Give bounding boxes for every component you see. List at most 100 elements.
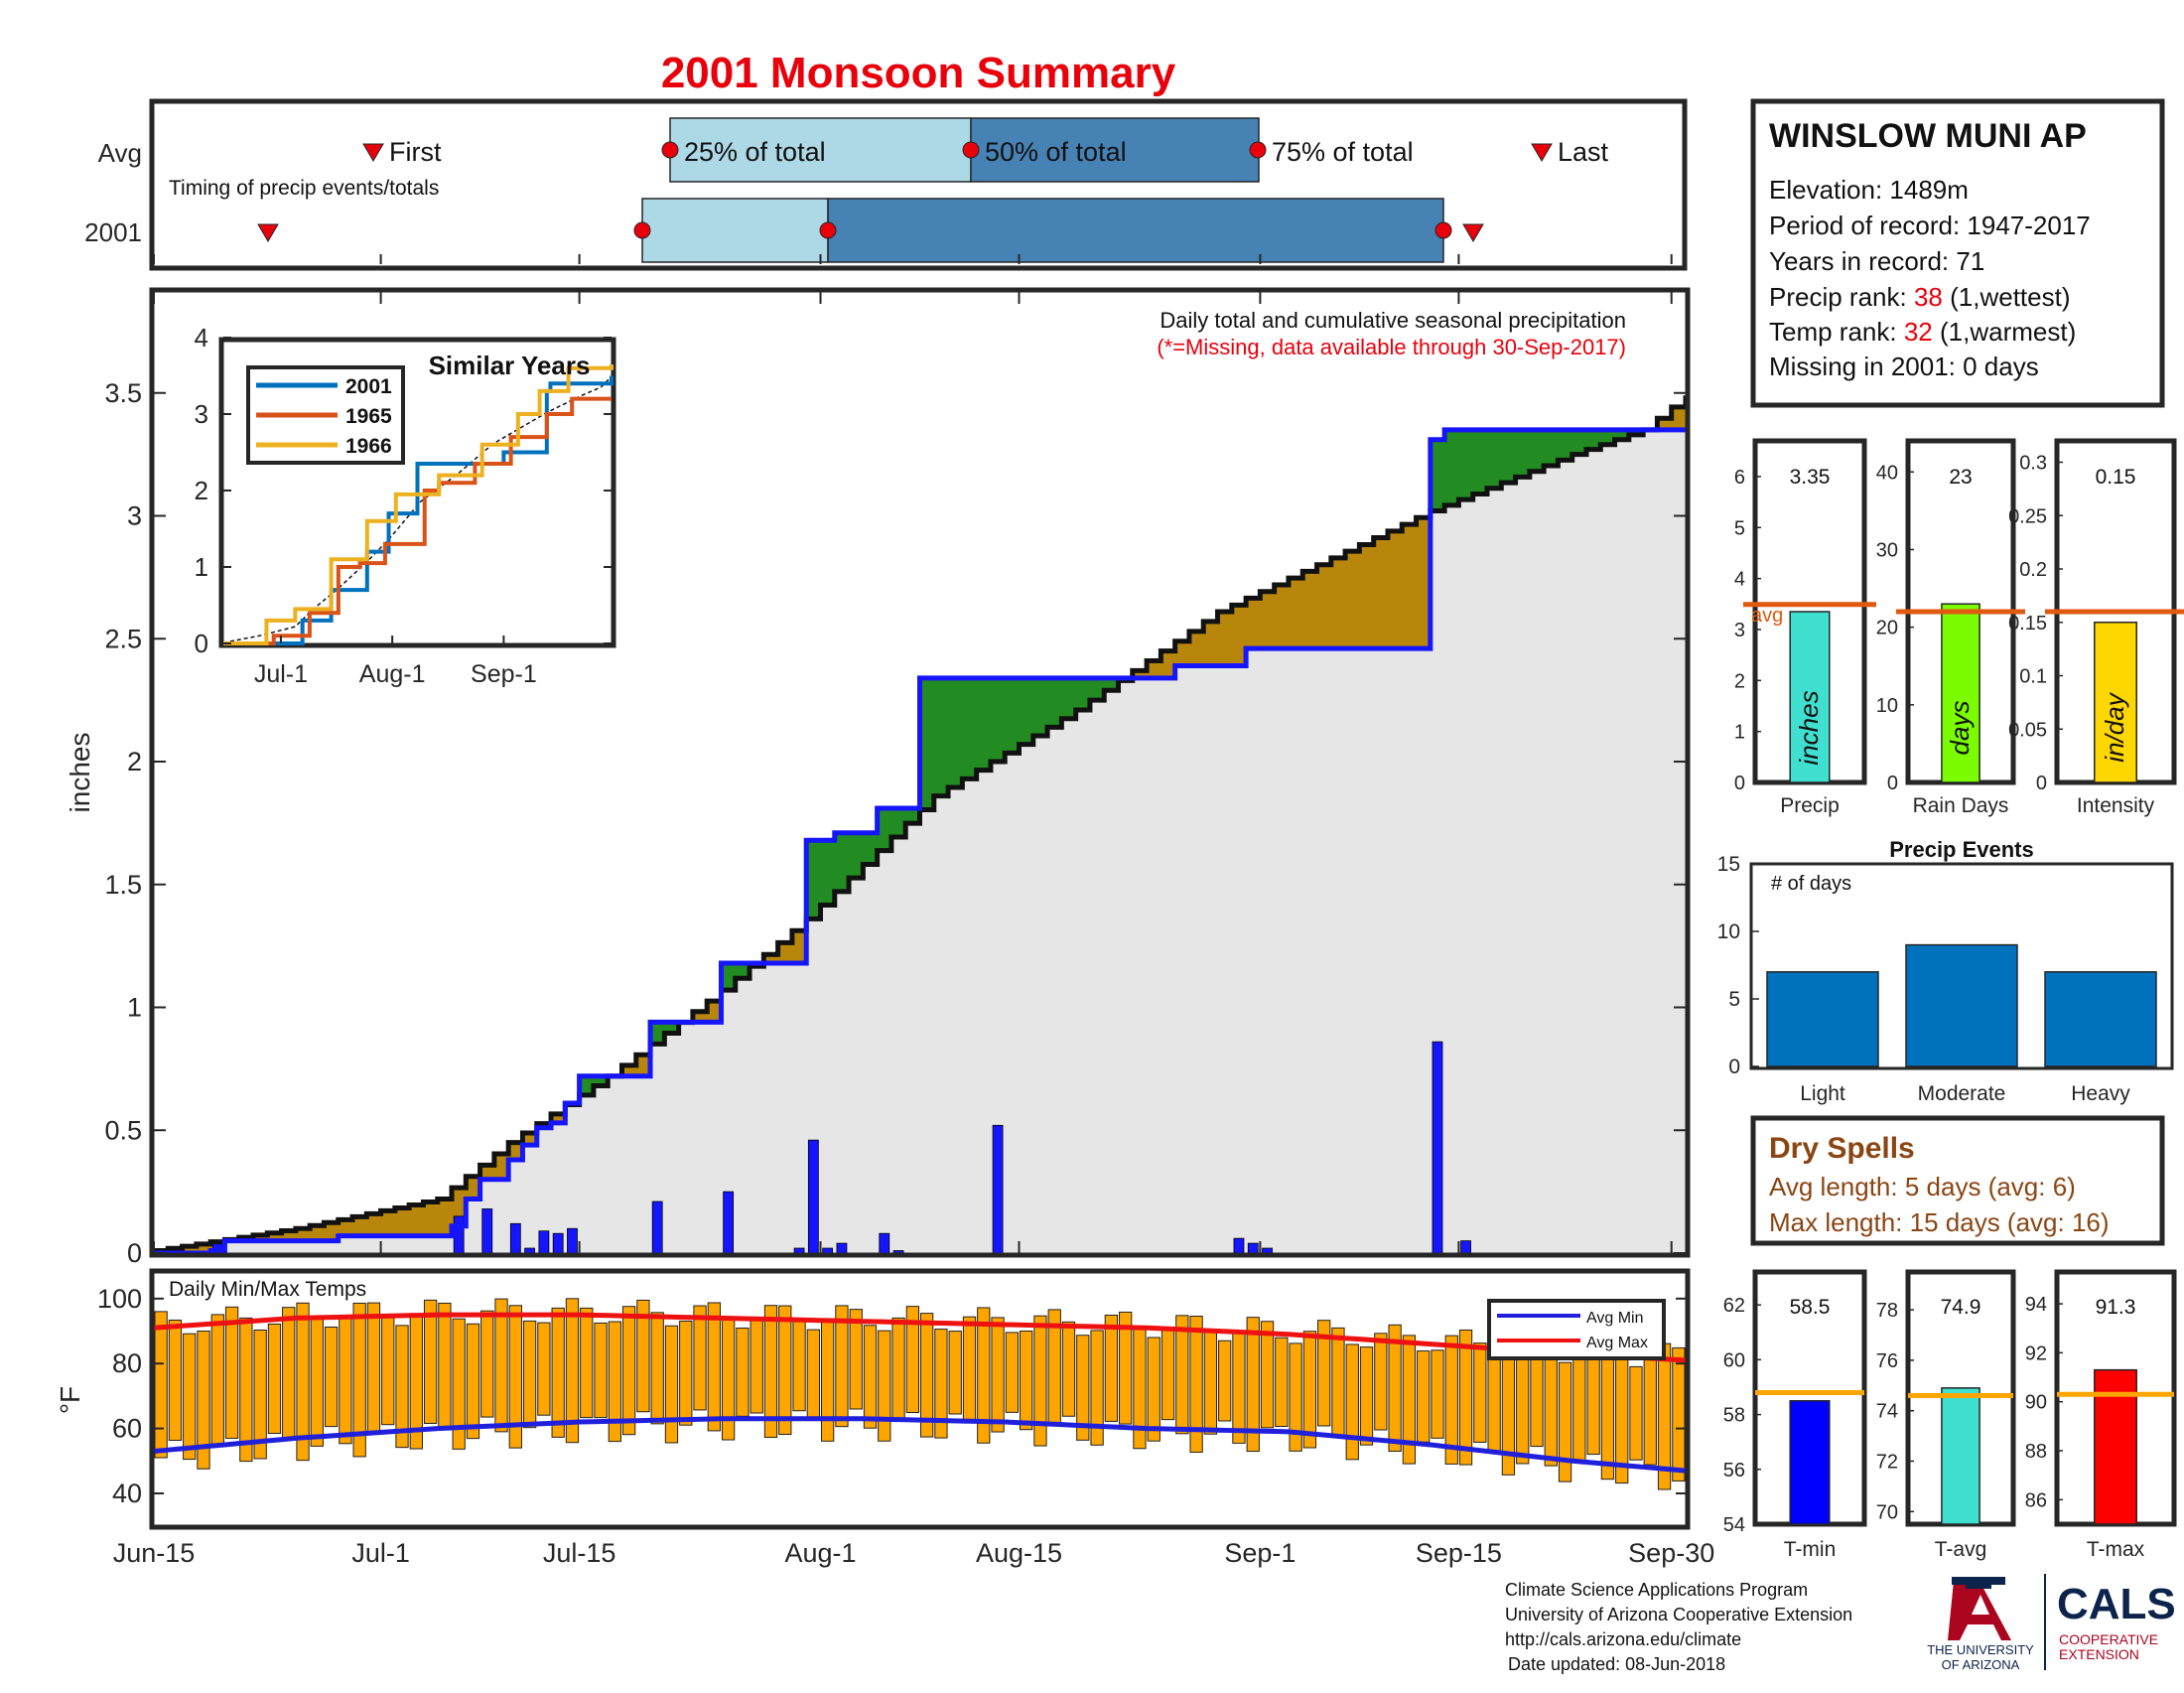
daily-temp-bar <box>1601 1341 1613 1479</box>
tmin-y-tick-label: 56 <box>1723 1460 1745 1481</box>
tmax-value: 91.3 <box>2096 1296 2136 1319</box>
daily-precip-bar <box>808 1140 818 1253</box>
below-average-area <box>1359 544 1374 648</box>
rain_days-value: 23 <box>1949 466 1972 489</box>
temp-y-tick-label: 100 <box>97 1284 142 1314</box>
station-name: WINSLOW MUNI AP <box>1769 117 2087 155</box>
daily-temp-bar <box>665 1326 677 1443</box>
tavg-y-tick-label: 76 <box>1876 1350 1898 1372</box>
intensity-y-tick-label: 0.1 <box>2019 666 2047 688</box>
inset-title: Similar Years <box>429 351 591 380</box>
daily-temp-bar <box>1474 1343 1486 1443</box>
events-category-label: Light <box>1800 1082 1845 1105</box>
below-average-area <box>1289 578 1303 648</box>
daily-temp-bar <box>751 1321 762 1413</box>
daily-temp-bar <box>1360 1347 1372 1446</box>
daily-precip-bar <box>724 1192 734 1253</box>
events-bar-moderate <box>1906 945 2017 1066</box>
precip-y-tick-label: 5 <box>1734 517 1745 539</box>
daily-temp-bar <box>779 1306 791 1434</box>
tavg-label: T-avg <box>1935 1538 1987 1561</box>
tmax-y-tick-label: 92 <box>2025 1342 2047 1364</box>
precip-y-tick-label: 1.5 <box>104 870 142 900</box>
daily-temp-bar <box>311 1317 323 1446</box>
temp-legend-label-max: Avg Max <box>1586 1335 1648 1351</box>
daily-precip-bar <box>794 1248 804 1253</box>
inset-y-tick-label: 1 <box>195 552 208 582</box>
daily-temp-bar <box>155 1312 167 1458</box>
station-years: Years in record: 71 <box>1769 246 1984 276</box>
above-average-area <box>977 678 992 771</box>
daily-temp-bar <box>1559 1362 1570 1481</box>
footer-line3: http://cals.arizona.edu/climate <box>1505 1629 1741 1649</box>
daily-temp-bar <box>1021 1331 1032 1429</box>
temp-rank-value: 32 <box>1904 317 1933 347</box>
daily-precip-bar <box>837 1243 847 1253</box>
events-bar-light <box>1767 972 1878 1066</box>
precip-y-tick-label: 6 <box>1734 467 1745 489</box>
precip-y-tick-label: 2 <box>127 747 142 776</box>
below-average-area <box>1345 551 1360 648</box>
tavg-y-tick-label: 74 <box>1876 1401 1898 1423</box>
avg-q75-label: 75% of total <box>1272 137 1414 167</box>
daily-temp-bar <box>694 1306 706 1410</box>
daily-temp-bar <box>892 1318 904 1419</box>
events-y-tick-label: 0 <box>1728 1056 1740 1078</box>
daily-temp-bar <box>1261 1322 1273 1428</box>
inset-x-tick-label: Aug-1 <box>359 660 426 688</box>
daily-precip-bar <box>1234 1238 1244 1253</box>
daily-temp-bar <box>1332 1328 1344 1438</box>
temp-y-tick-label: 60 <box>112 1414 142 1444</box>
date-tick-label: Jul-15 <box>543 1538 616 1568</box>
intensity-y-tick-label: 0 <box>2036 773 2047 794</box>
daily-temp-bar <box>1459 1331 1471 1466</box>
precip-avg-label: avg <box>1751 605 1783 627</box>
daily-temp-bar <box>622 1307 634 1435</box>
daily-temp-bar <box>325 1327 337 1426</box>
dry-spells-title: Dry Spells <box>1769 1132 1915 1165</box>
timing-row-label-avg: Avg <box>98 138 142 168</box>
avg-last-label: Last <box>1558 137 1609 167</box>
precip-y-label: inches <box>65 733 95 813</box>
inset-legend-label-1965: 1965 <box>345 405 392 428</box>
footer-line2: University of Arizona Cooperative Extens… <box>1505 1605 1852 1624</box>
temp-y-tick-label: 80 <box>112 1348 142 1378</box>
daily-temp-bar <box>1105 1315 1117 1421</box>
rain_days-y-tick-label: 40 <box>1876 462 1898 484</box>
below-average-area <box>1402 524 1417 648</box>
footer-line4: Date updated: 08-Jun-2018 <box>1508 1654 1725 1674</box>
daily-temp-bar <box>1233 1331 1245 1443</box>
events-title: Precip Events <box>1889 837 2034 862</box>
temp-y-tick-label: 40 <box>112 1479 142 1508</box>
dry-spells-panel: Dry Spells Avg length: 5 days (avg: 6) M… <box>1753 1118 2162 1243</box>
precip-plot-note: Daily total and cumulative seasonal prec… <box>1160 308 1626 333</box>
rain_days-y-tick-label: 20 <box>1876 618 1898 639</box>
ua-logo-line1: THE UNIVERSITY <box>1927 1642 2034 1657</box>
daily-temp-bar <box>1219 1340 1231 1421</box>
temp-legend-label-min: Avg Min <box>1586 1310 1644 1327</box>
tmin-bar <box>1790 1401 1830 1524</box>
daily-temp-bar <box>737 1328 749 1416</box>
avg-last-marker-icon <box>1532 144 1552 161</box>
precip-y-tick-label: 0.5 <box>104 1115 142 1145</box>
rain_days-y-tick-label: 10 <box>1876 695 1898 717</box>
precip-y-tick-label: 1 <box>127 993 142 1023</box>
below-average-area <box>1317 565 1332 648</box>
daily-precip-bar <box>567 1228 577 1253</box>
tmax-y-tick-label: 88 <box>2025 1441 2047 1463</box>
daily-temp-bar <box>268 1324 280 1433</box>
precip-value: 3.35 <box>1790 466 1831 489</box>
daily-temp-bar <box>552 1308 564 1437</box>
precip-unit-label: inches <box>1794 690 1824 765</box>
below-average-area <box>1374 538 1389 649</box>
above-average-area <box>1473 430 1488 494</box>
daily-temp-bar <box>523 1321 535 1427</box>
daily-temp-bar <box>367 1303 379 1434</box>
daily-temp-bar <box>240 1318 252 1461</box>
timing-row-label-2001: 2001 <box>84 217 142 247</box>
ua-a-icon <box>1948 1581 2011 1640</box>
daily-temp-bar <box>1276 1338 1288 1426</box>
date-tick-label: Sep-1 <box>1224 1538 1296 1568</box>
